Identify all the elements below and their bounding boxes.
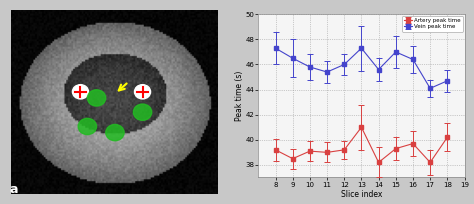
Circle shape — [106, 124, 124, 141]
Circle shape — [73, 85, 89, 99]
Circle shape — [87, 90, 106, 106]
Legend: Artery peak time, Vein peak time: Artery peak time, Vein peak time — [402, 16, 463, 31]
Circle shape — [133, 104, 152, 120]
X-axis label: Slice index: Slice index — [341, 190, 382, 200]
Y-axis label: Peak time (s): Peak time (s) — [235, 71, 244, 121]
Text: a: a — [9, 183, 18, 196]
Circle shape — [78, 118, 97, 135]
Circle shape — [135, 85, 151, 99]
